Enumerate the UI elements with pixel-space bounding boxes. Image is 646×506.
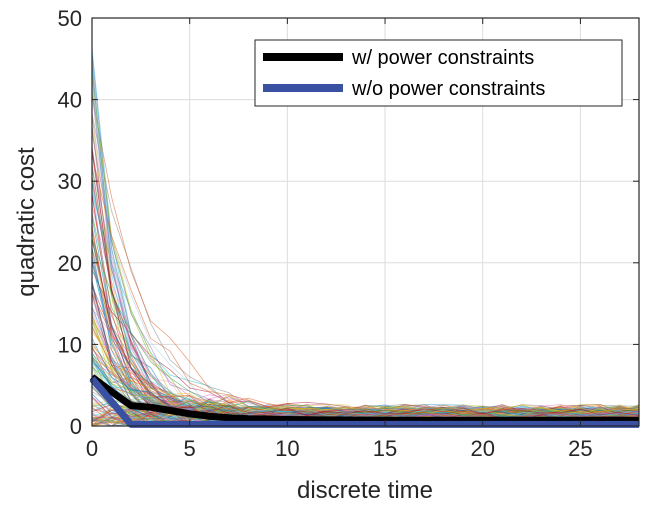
x-tick-label: 0 xyxy=(86,436,98,461)
y-tick-label: 0 xyxy=(70,414,82,439)
x-tick-label: 20 xyxy=(470,436,494,461)
y-axis-label: quadratic cost xyxy=(13,147,40,297)
y-tick-label: 30 xyxy=(58,169,82,194)
x-tick-label: 10 xyxy=(275,436,299,461)
legend-label-wo-power: w/o power constraints xyxy=(351,78,545,100)
x-tick-label: 25 xyxy=(568,436,592,461)
x-tick-label: 15 xyxy=(373,436,397,461)
y-tick-label: 10 xyxy=(58,332,82,357)
x-tick-label: 5 xyxy=(184,436,196,461)
y-tick-label: 20 xyxy=(58,251,82,276)
legend: w/ power constraints w/o power constrain… xyxy=(255,40,622,106)
legend-label-w-power: w/ power constraints xyxy=(351,47,534,69)
y-tick-label: 40 xyxy=(58,88,82,113)
y-tick-label: 50 xyxy=(58,6,82,31)
x-axis-label: discrete time xyxy=(297,477,433,504)
